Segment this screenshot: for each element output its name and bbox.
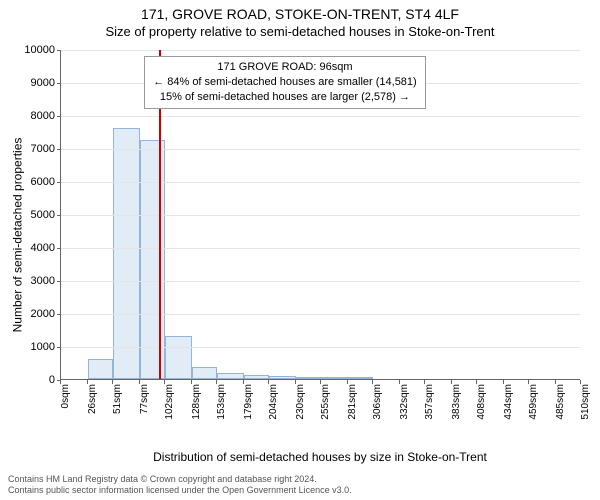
x-tick-mark	[139, 380, 140, 384]
footer-line-1: Contains HM Land Registry data © Crown c…	[8, 474, 352, 485]
x-tick-label: 102sqm	[164, 384, 175, 420]
x-tick-label: 26sqm	[87, 384, 98, 414]
annotation-line-2: ← 84% of semi-detached houses are smalle…	[153, 75, 417, 90]
histogram-bar	[296, 377, 321, 379]
x-tick-mark	[372, 380, 373, 384]
footer-line-2: Contains public sector information licen…	[8, 485, 352, 496]
x-tick-mark	[295, 380, 296, 384]
x-tick-mark	[347, 380, 348, 384]
x-tick-label: 204sqm	[268, 384, 279, 420]
x-tick-label: 281sqm	[347, 384, 358, 420]
x-tick-mark	[580, 380, 581, 384]
annotation-box: 171 GROVE ROAD: 96sqm ← 84% of semi-deta…	[144, 56, 426, 109]
x-tick-mark	[112, 380, 113, 384]
x-tick-label: 255sqm	[320, 384, 331, 420]
x-tick-mark	[451, 380, 452, 384]
y-tick-label: 5000	[31, 209, 61, 221]
x-tick-label: 153sqm	[216, 384, 227, 420]
x-ticks: 0sqm 26sqm 51sqm 77sqm 102sqm 128sqm 153sqm 179…	[60, 380, 580, 420]
x-tick-mark	[503, 380, 504, 384]
histogram-bar	[192, 367, 217, 379]
x-tick-label: 51sqm	[112, 384, 123, 414]
annotation-line-3: 15% of semi-detached houses are larger (…	[153, 90, 417, 105]
y-tick-label: 4000	[31, 242, 61, 254]
x-tick-mark	[555, 380, 556, 384]
x-tick-mark	[191, 380, 192, 384]
histogram-bar	[348, 377, 373, 379]
grid-line	[61, 248, 580, 249]
x-tick-label: 408sqm	[476, 384, 487, 420]
x-tick-mark	[399, 380, 400, 384]
grid-line	[61, 215, 580, 216]
x-axis-label: Distribution of semi-detached houses by …	[60, 450, 580, 464]
grid-line	[61, 347, 580, 348]
x-tick-mark	[268, 380, 269, 384]
x-tick-mark	[528, 380, 529, 384]
x-tick-mark	[87, 380, 88, 384]
plot-area: 171 GROVE ROAD: 96sqm ← 84% of semi-deta…	[60, 50, 580, 420]
x-tick-label: 510sqm	[580, 384, 591, 420]
x-tick-label: 77sqm	[139, 384, 150, 414]
grid-line	[61, 116, 580, 117]
histogram-bar	[88, 359, 113, 379]
y-tick-label: 3000	[31, 275, 61, 287]
x-tick-label: 332sqm	[399, 384, 410, 420]
x-tick-mark	[243, 380, 244, 384]
x-tick-mark	[476, 380, 477, 384]
x-tick-label: 383sqm	[451, 384, 462, 420]
annotation-line-1: 171 GROVE ROAD: 96sqm	[153, 60, 417, 75]
x-tick-label: 434sqm	[503, 384, 514, 420]
grid-line	[61, 281, 580, 282]
grid-line	[61, 182, 580, 183]
footer-attribution: Contains HM Land Registry data © Crown c…	[8, 474, 352, 496]
y-tick-label: 8000	[31, 110, 61, 122]
y-tick-label: 9000	[31, 77, 61, 89]
y-tick-label: 2000	[31, 308, 61, 320]
x-tick-mark	[60, 380, 61, 384]
chart-title-block: 171, GROVE ROAD, STOKE-ON-TRENT, ST4 4LF…	[0, 0, 600, 39]
histogram-bar	[269, 376, 296, 379]
x-tick-label: 0sqm	[60, 384, 71, 408]
x-tick-label: 179sqm	[243, 384, 254, 420]
x-tick-label: 306sqm	[372, 384, 383, 420]
x-tick-mark	[216, 380, 217, 384]
x-tick-label: 230sqm	[295, 384, 306, 420]
grid-line	[61, 314, 580, 315]
y-tick-label: 1000	[31, 341, 61, 353]
chart-title-main: 171, GROVE ROAD, STOKE-ON-TRENT, ST4 4LF	[0, 6, 600, 22]
grid-line	[61, 50, 580, 51]
y-tick-label: 7000	[31, 143, 61, 155]
x-tick-label: 459sqm	[528, 384, 539, 420]
grid-line	[61, 149, 580, 150]
y-axis-label: Number of semi-detached properties	[8, 50, 26, 420]
y-axis-label-text: Number of semi-detached properties	[10, 138, 24, 333]
histogram-bar	[140, 140, 165, 379]
histogram-bar	[165, 336, 192, 379]
chart-title-sub: Size of property relative to semi-detach…	[0, 24, 600, 39]
x-tick-label: 485sqm	[555, 384, 566, 420]
y-tick-label: 10000	[24, 44, 61, 56]
x-tick-label: 357sqm	[424, 384, 435, 420]
histogram-bar	[321, 377, 348, 379]
plot-surface: 171 GROVE ROAD: 96sqm ← 84% of semi-deta…	[60, 50, 580, 380]
x-tick-mark	[320, 380, 321, 384]
histogram-bar	[244, 375, 269, 379]
x-tick-label: 128sqm	[191, 384, 202, 420]
x-tick-mark	[164, 380, 165, 384]
histogram-bar	[113, 128, 140, 379]
histogram-bar	[217, 373, 244, 379]
x-tick-mark	[424, 380, 425, 384]
y-tick-label: 6000	[31, 176, 61, 188]
